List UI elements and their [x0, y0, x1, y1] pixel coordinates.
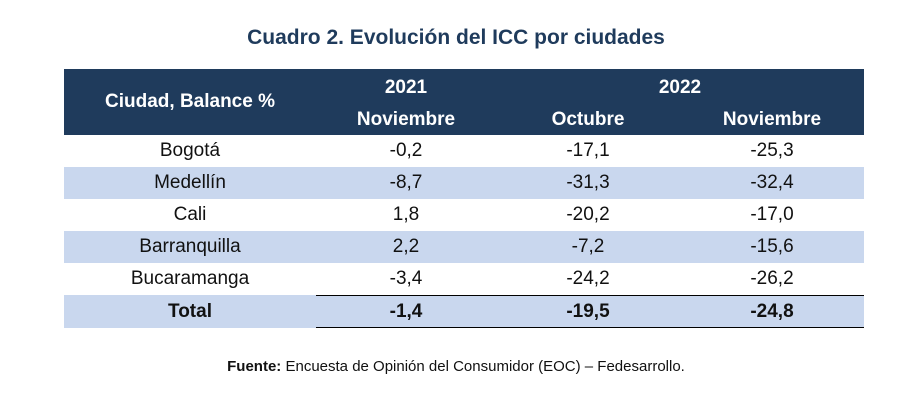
value-cell: -20,2 [566, 204, 610, 225]
table-row: Bucaramanga -3,4 -24,2 -26,2 [64, 263, 864, 295]
value-cell: -17,1 [566, 140, 610, 161]
total-label: Total [168, 300, 212, 322]
value-cell: -24,2 [566, 268, 610, 289]
value-cell: 1,8 [392, 204, 420, 225]
value-cell: -25,3 [750, 140, 794, 161]
value-cell: -31,3 [566, 172, 610, 193]
value-cell: -15,6 [750, 236, 794, 257]
header-year-2021: 2021 [384, 77, 428, 98]
city-cell: Bucaramanga [130, 268, 250, 289]
source-note: Fuente: Encuesta de Opinión del Consumid… [0, 358, 912, 375]
source-text: Encuesta de Opinión del Consumidor (EOC)… [281, 358, 685, 375]
value-cell: -7,2 [571, 236, 605, 257]
value-cell: -0,2 [389, 140, 423, 161]
value-cell: -8,7 [389, 172, 423, 193]
total-value-nov-2021: -1,4 [389, 300, 423, 322]
header-month-nov-2022: Noviembre [722, 109, 822, 130]
total-value-nov-2022: -24,8 [750, 300, 794, 322]
city-cell: Cali [173, 204, 207, 225]
table-title: Cuadro 2. Evolución del ICC por ciudades [247, 26, 665, 49]
table-row: Barranquilla 2,2 -7,2 -15,6 [64, 231, 864, 263]
header-year-2022: 2022 [658, 77, 702, 98]
value-cell: 2,2 [392, 236, 420, 257]
table-header: Ciudad, Balance % 2021 2022 Noviembre Oc… [64, 69, 864, 135]
total-row: Total -1,4 -19,5 -24,8 [64, 295, 864, 328]
value-cell: -32,4 [750, 172, 794, 193]
icc-table: Ciudad, Balance % 2021 2022 Noviembre Oc… [64, 69, 864, 328]
table-row: Medellín -8,7 -31,3 -32,4 [64, 167, 864, 199]
source-label: Fuente: [227, 358, 282, 375]
value-cell: -17,0 [750, 204, 794, 225]
table-row: Cali 1,8 -20,2 -17,0 [64, 199, 864, 231]
city-cell: Barranquilla [139, 236, 241, 257]
value-cell: -3,4 [389, 268, 423, 289]
city-cell: Medellín [154, 172, 226, 193]
value-cell: -26,2 [750, 268, 794, 289]
total-value-oct-2022: -19,5 [566, 300, 610, 322]
header-city-balance: Ciudad, Balance % [105, 91, 275, 112]
header-month-nov-2021: Noviembre [356, 109, 456, 130]
table-row: Bogotá -0,2 -17,1 -25,3 [64, 135, 864, 167]
header-month-oct-2022: Octubre [551, 109, 625, 130]
city-cell: Bogotá [159, 140, 221, 161]
